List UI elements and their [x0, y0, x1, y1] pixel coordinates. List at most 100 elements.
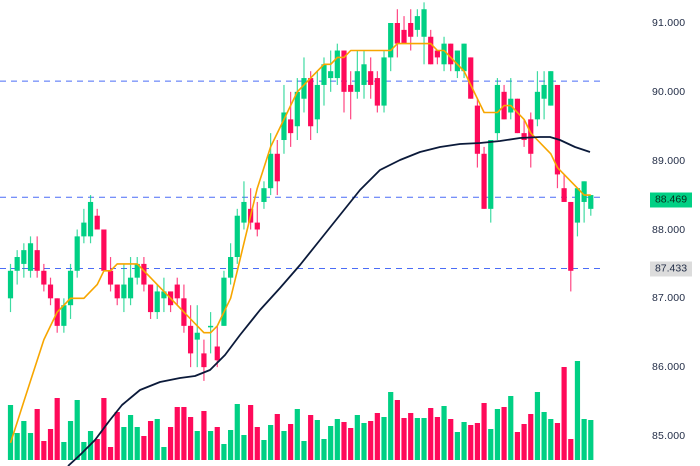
candle-body [468, 57, 474, 99]
candle-body [514, 98, 521, 134]
volume-bar [308, 415, 314, 460]
volume-bar [254, 427, 260, 460]
volume-bar [74, 400, 80, 460]
volume-bar [421, 418, 427, 460]
volume-bar [187, 417, 194, 460]
volume-bar [127, 415, 134, 460]
candle-body [61, 305, 67, 326]
volume-bar [268, 425, 274, 460]
candle-body [388, 23, 394, 58]
volume-bar [574, 361, 581, 460]
volume-bar [534, 392, 541, 460]
y-tick-86: 86.000 [652, 361, 686, 373]
candle-body [588, 195, 594, 209]
candle-body [568, 201, 574, 271]
volume-bar [141, 436, 147, 460]
volume-bar [114, 412, 120, 460]
candle-body [348, 84, 354, 92]
candle-body [534, 91, 541, 120]
volume-bar [448, 419, 454, 460]
volume-bar [241, 435, 247, 460]
volume-bar [388, 392, 394, 460]
volume-bar [7, 405, 14, 460]
candle-body [354, 71, 360, 92]
candle-body [521, 133, 527, 141]
volume-bar [561, 367, 567, 460]
candle-body [401, 29, 407, 44]
volume-bar [501, 407, 507, 460]
candle-body [288, 119, 294, 134]
volume-bar [107, 447, 114, 460]
candle-body [141, 263, 147, 285]
candle-body [581, 181, 587, 202]
candle-body [541, 84, 547, 99]
candle-body [254, 222, 260, 230]
volume-bar [61, 442, 67, 460]
candle-body [454, 50, 460, 72]
candle-body [428, 36, 434, 65]
candle-body [187, 325, 194, 354]
volume-bar [121, 427, 127, 460]
volume-bar [468, 425, 474, 460]
candle-body [228, 257, 234, 278]
volume-bar [588, 420, 594, 460]
candle-body [81, 222, 87, 237]
candle-body [374, 78, 380, 106]
candle-body [221, 277, 227, 326]
candle-body [394, 23, 400, 44]
y-tick-91: 91.000 [652, 17, 686, 29]
volume-bar [147, 421, 154, 460]
candle-body [461, 43, 467, 72]
volume-bar [521, 424, 527, 460]
candle-body [301, 78, 307, 99]
level-price-tag: 87.433 [650, 261, 692, 277]
volume-bar [548, 419, 554, 460]
volume-bar [314, 420, 320, 460]
volume-bar [441, 406, 447, 460]
candle-body [421, 9, 427, 37]
candle-body [194, 332, 200, 340]
candle-body [261, 188, 267, 202]
volume-bar [194, 431, 200, 460]
volume-bar [167, 427, 174, 460]
volume-bar [21, 421, 27, 460]
candle-body [328, 71, 334, 79]
candle-body [561, 188, 567, 202]
volume-bar [281, 431, 287, 460]
volume-bar [47, 429, 54, 460]
candle-body [294, 91, 300, 127]
volume-bar [481, 403, 487, 460]
candle-body [474, 105, 480, 154]
moving-average-fast-line [9, 42, 591, 444]
volume-bar [228, 430, 234, 460]
volume-bar [294, 409, 300, 460]
volume-bar [374, 413, 380, 460]
candle-body [161, 291, 167, 299]
volume-bar [494, 409, 501, 460]
volume-bar [514, 432, 521, 460]
volume-bar [434, 417, 440, 460]
volume-bar [408, 413, 414, 460]
volume-bar [94, 439, 100, 460]
volume-bar [301, 441, 307, 460]
y-tick-89: 89.000 [652, 155, 686, 167]
volume-bar [234, 404, 240, 460]
volume-bar [401, 418, 407, 460]
volume-bar [161, 447, 167, 460]
volume-bar [181, 407, 187, 460]
candle-body [114, 284, 120, 299]
candle-body [127, 277, 134, 299]
candle-body [34, 250, 40, 271]
candle-body [381, 57, 387, 106]
candle-body [361, 64, 367, 85]
candle-body [74, 236, 80, 271]
candle-body [314, 84, 320, 120]
volume-bar [321, 439, 327, 460]
candle-body [414, 16, 420, 30]
candle-body [554, 84, 561, 175]
candle-body [147, 284, 154, 313]
volume-bar [288, 424, 294, 460]
volume-bar [528, 414, 534, 460]
